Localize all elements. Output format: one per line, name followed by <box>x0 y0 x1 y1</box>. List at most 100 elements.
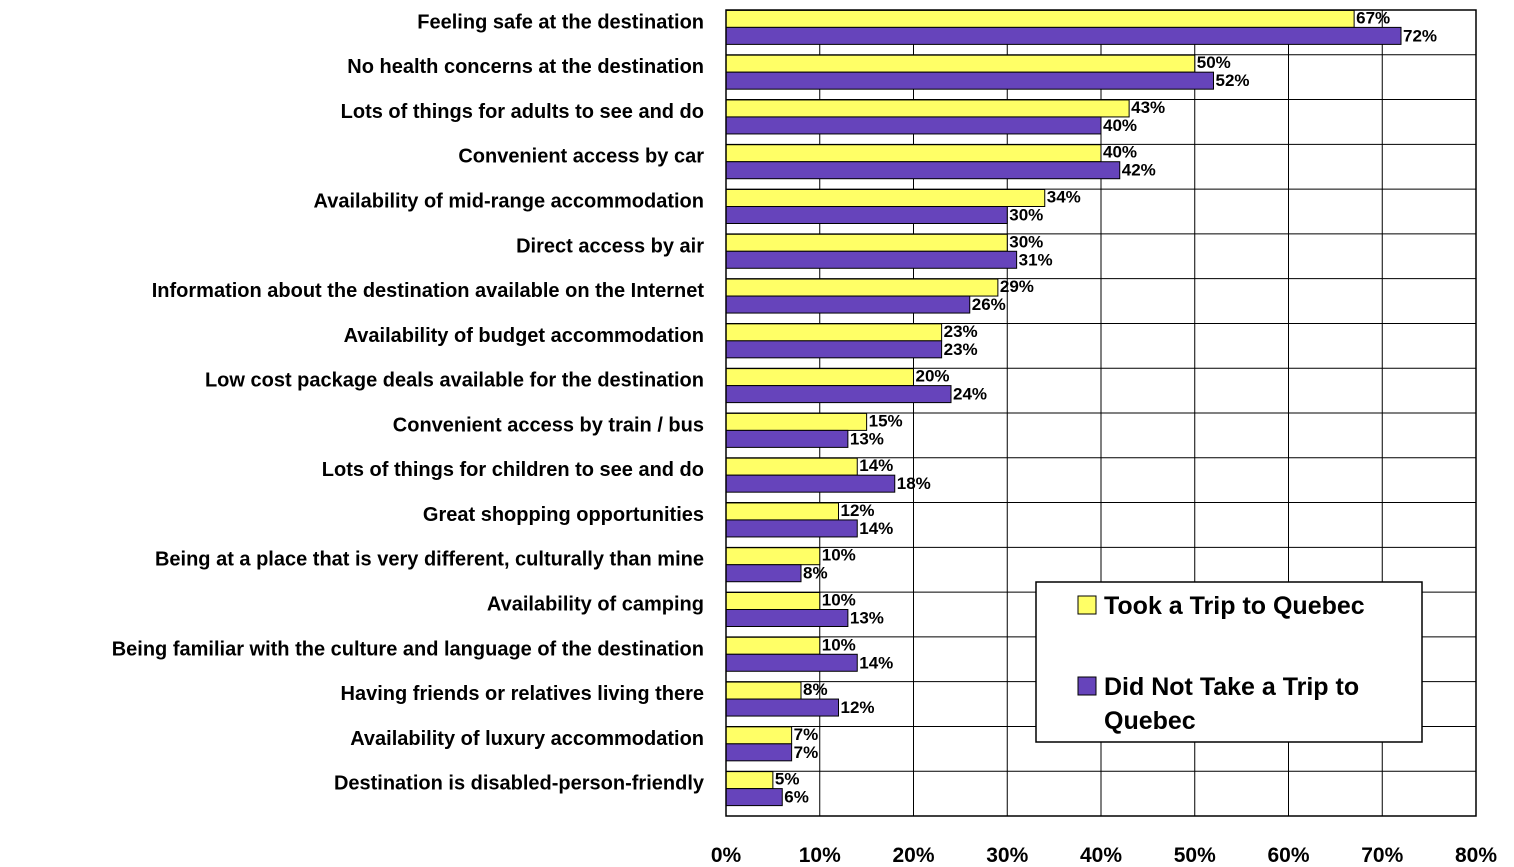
category-label: Great shopping opportunities <box>423 504 704 526</box>
bar-took-trip <box>725 9 1355 28</box>
data-label-did-not-take-trip: 6% <box>784 788 809 807</box>
category-label: Direct access by air <box>516 235 704 257</box>
category-label: Being familiar with the culture and lang… <box>112 638 704 660</box>
data-label-took-trip: 8% <box>803 680 828 699</box>
data-label-took-trip: 15% <box>869 411 903 430</box>
data-label-did-not-take-trip: 42% <box>1122 161 1156 180</box>
data-label-did-not-take-trip: 12% <box>841 698 875 717</box>
bar-did-not-take-trip <box>725 609 849 627</box>
bar-took-trip <box>725 726 793 745</box>
category-label: Lots of things for children to see and d… <box>322 459 704 481</box>
data-label-took-trip: 67% <box>1356 8 1390 27</box>
bar-took-trip <box>725 457 858 476</box>
data-label-did-not-take-trip: 7% <box>794 743 819 762</box>
data-label-took-trip: 40% <box>1103 143 1137 162</box>
category-label: Availability of mid-range accommodation <box>314 191 704 213</box>
legend-swatch-did-not-take-trip <box>1077 676 1097 696</box>
category-label: Feeling safe at the destination <box>417 11 704 33</box>
bar-did-not-take-trip <box>725 653 858 672</box>
data-label-took-trip: 23% <box>944 322 978 341</box>
x-tick-label: 50% <box>1174 844 1216 867</box>
bar-took-trip <box>725 323 943 342</box>
category-label: Convenient access by train / bus <box>393 414 704 436</box>
bar-did-not-take-trip <box>725 429 849 448</box>
bar-did-not-take-trip <box>725 206 1008 224</box>
category-label: Convenient access by car <box>458 146 704 168</box>
data-label-did-not-take-trip: 40% <box>1103 116 1137 135</box>
data-label-did-not-take-trip: 14% <box>859 519 893 538</box>
bar-took-trip <box>725 412 868 431</box>
data-label-did-not-take-trip: 26% <box>972 295 1006 314</box>
x-tick-label: 0% <box>711 844 742 867</box>
x-tick-label: 80% <box>1455 844 1497 867</box>
data-label-did-not-take-trip: 24% <box>953 385 987 404</box>
data-label-took-trip: 20% <box>916 367 950 386</box>
bar-did-not-take-trip <box>725 161 1121 180</box>
data-label-took-trip: 10% <box>822 546 856 565</box>
x-tick-label: 40% <box>1080 844 1122 867</box>
bar-did-not-take-trip <box>725 474 896 493</box>
bar-did-not-take-trip <box>725 519 858 538</box>
data-label-took-trip: 7% <box>794 725 819 744</box>
bar-took-trip <box>725 368 914 387</box>
data-label-took-trip: 12% <box>841 501 875 520</box>
data-label-did-not-take-trip: 14% <box>859 653 893 672</box>
category-label: No health concerns at the destination <box>347 56 704 78</box>
data-label-did-not-take-trip: 13% <box>850 609 884 628</box>
data-label-did-not-take-trip: 30% <box>1009 206 1043 225</box>
bar-did-not-take-trip <box>725 788 783 807</box>
data-label-took-trip: 14% <box>859 456 893 475</box>
plot-border <box>725 9 1477 817</box>
bar-took-trip <box>725 189 1046 207</box>
x-tick-label: 20% <box>892 844 934 867</box>
bar-took-trip <box>725 636 821 655</box>
bar-did-not-take-trip <box>725 385 952 404</box>
bar-took-trip <box>725 592 821 610</box>
data-label-took-trip: 50% <box>1197 53 1231 72</box>
category-label: Availability of budget accommodation <box>344 325 704 347</box>
data-label-did-not-take-trip: 8% <box>803 564 828 583</box>
category-label: Availability of camping <box>487 594 704 616</box>
category-labels: Feeling safe at the destination No health… <box>112 11 705 794</box>
bar-did-not-take-trip <box>725 698 839 717</box>
data-label-took-trip: 29% <box>1000 277 1034 296</box>
data-label-took-trip: 30% <box>1009 232 1043 251</box>
data-label-did-not-take-trip: 52% <box>1216 71 1250 90</box>
bar-took-trip <box>725 144 1102 163</box>
bar-took-trip <box>725 278 999 297</box>
bar-took-trip <box>725 233 1008 252</box>
category-label: Having friends or relatives living there <box>341 683 704 705</box>
data-label-took-trip: 34% <box>1047 188 1081 207</box>
bar-took-trip <box>725 54 1196 73</box>
bar-did-not-take-trip <box>725 564 802 583</box>
legend-label-did-not-take-trip-line1: Did Not Take a Trip to <box>1104 673 1359 701</box>
category-label: Being at a place that is very different,… <box>155 549 704 571</box>
legend-swatch-took-trip <box>1077 595 1097 615</box>
category-label: Destination is disabled-person-friendly <box>334 773 705 795</box>
bar-did-not-take-trip <box>725 340 943 359</box>
data-label-did-not-take-trip: 18% <box>897 474 931 493</box>
data-label-took-trip: 5% <box>775 770 800 789</box>
bar-did-not-take-trip <box>725 295 971 314</box>
legend-label-took-trip: Took a Trip to Quebec <box>1104 592 1365 620</box>
bar-took-trip <box>725 681 802 700</box>
x-tick-label: 70% <box>1361 844 1403 867</box>
x-tick-labels: 0% 10% 20% 30% 40% 50% 60% 70% 80% <box>711 844 1498 867</box>
bar-took-trip <box>725 547 821 566</box>
legend: Took a Trip to Quebec Did Not Take a Tri… <box>1035 581 1423 743</box>
category-label: Availability of luxury accommodation <box>350 728 704 750</box>
bar-did-not-take-trip <box>725 250 1018 269</box>
x-tick-label: 30% <box>986 844 1028 867</box>
legend-label-did-not-take-trip-line2: Quebec <box>1104 707 1196 735</box>
data-label-took-trip: 43% <box>1131 98 1165 117</box>
data-label-took-trip: 10% <box>822 591 856 610</box>
data-label-did-not-take-trip: 13% <box>850 429 884 448</box>
bar-did-not-take-trip <box>725 71 1214 90</box>
data-label-did-not-take-trip: 31% <box>1019 250 1053 269</box>
category-label: Low cost package deals available for the… <box>205 370 704 392</box>
bar-did-not-take-trip <box>725 116 1102 135</box>
data-label-took-trip: 10% <box>822 635 856 654</box>
data-labels: 67%72%50%52%43%40%40%42%34%30%30%31%29%2… <box>775 8 1437 806</box>
bar-took-trip <box>725 771 774 790</box>
